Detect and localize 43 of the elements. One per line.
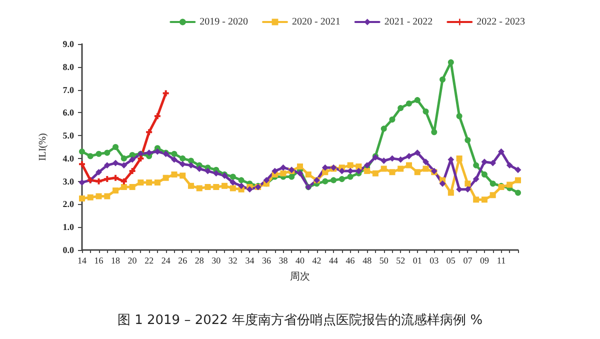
y-tick-label: 4.0 [62,153,74,164]
x-tick-label: 24 [161,256,171,266]
legend-label: 2022 - 2023 [476,16,526,28]
y-tick-label: 8.0 [62,62,74,72]
x-tick-label: 38 [278,256,288,266]
x-tick-label: 22 [144,256,154,266]
x-tick-label: 11 [496,256,506,266]
x-tick-label: 28 [194,256,204,266]
y-tick-label: 5.0 [62,130,74,141]
x-tick-label: 14 [78,256,87,266]
y-tick-label: 6.0 [62,108,74,118]
x-axis-title: 周次 [290,272,310,282]
x-tick-label: 40 [296,256,305,266]
x-tick-label: 26 [178,256,188,266]
caption: 图 1 2019 – 2022 年度南方省份哨点医院报告的流感样病例 % [117,312,483,328]
x-tick-label: 18 [111,256,121,266]
legend-label: 2020 - 2021 [292,16,340,28]
x-tick-label: 20 [128,256,138,266]
x-tick-label: 01 [412,256,422,266]
y-tick-label: 2.0 [62,199,74,210]
x-tick-label: 44 [329,256,339,266]
x-tick-label: 16 [94,256,104,266]
legend-label: 2019 - 2020 [200,16,248,28]
x-tick-label: 09 [480,256,490,266]
x-tick-label: 34 [245,256,255,266]
x-tick-label: 36 [262,256,272,266]
x-tick-label: 52 [396,256,406,266]
y-tick-label: 7.0 [62,84,74,95]
x-tick-label: 50 [379,256,389,266]
x-tick-label: 03 [430,256,440,266]
x-tick-label: 48 [362,256,372,266]
x-tick-label: 30 [212,256,222,266]
y-tick-label: 9.0 [62,39,74,49]
legend-label: 2021 - 2022 [384,16,433,28]
x-tick-label: 46 [346,256,356,266]
y-tick-label: 0.0 [62,245,74,255]
y-tick-label: 3.0 [62,176,74,186]
x-tick-label: 32 [228,256,238,266]
x-tick-label: 42 [312,256,322,266]
x-tick-label: 07 [463,256,473,266]
x-tick-label: 05 [446,256,456,266]
y-tick-label: 1.0 [62,222,74,232]
y-axis-title: ILI(%) [38,133,48,161]
